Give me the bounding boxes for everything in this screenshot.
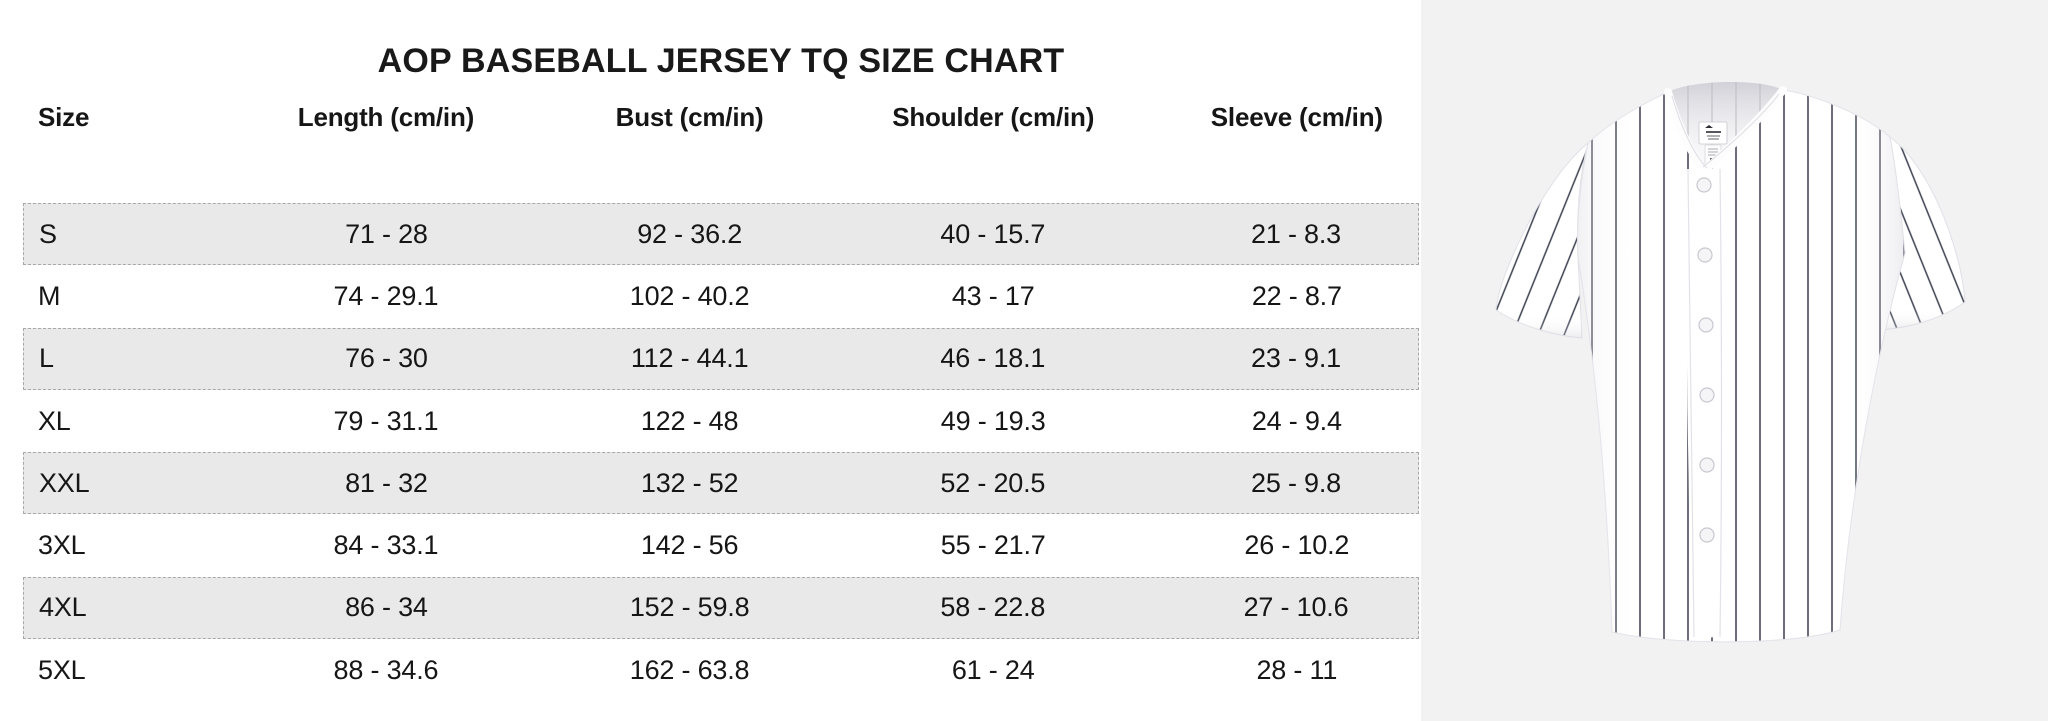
- cell-sleeve: 26 - 10.2: [1244, 530, 1350, 561]
- column-header-sleeve: Sleeve (cm/in): [1210, 101, 1383, 132]
- table-row: XXL 81 - 32 132 - 52 52 - 20.5 25 - 9.8: [23, 452, 1419, 515]
- cell-sleeve: 28 - 11: [1256, 654, 1338, 685]
- cell-sleeve: 22 - 8.7: [1251, 280, 1342, 311]
- cell-sleeve: 23 - 9.1: [1251, 343, 1341, 374]
- cell-bust: 92 - 36.2: [637, 218, 743, 249]
- cell-shoulder: 46 - 18.1: [940, 343, 1046, 374]
- cell-size: 3XL: [38, 530, 86, 561]
- cell-size: S: [39, 218, 57, 249]
- size-chart-body: S 71 - 28 92 - 36.2 40 - 15.7 21 - 8.3 M…: [23, 203, 1419, 702]
- cell-shoulder: 49 - 19.3: [940, 405, 1046, 436]
- size-chart-header-row: Size Length (cm/in) Bust (cm/in) Shoulde…: [23, 94, 1419, 140]
- column-header-size: Size: [38, 101, 90, 132]
- jersey-left-sleeve: [1495, 141, 1589, 339]
- page-title: AOP BASEBALL JERSEY TQ SIZE CHART: [377, 42, 1065, 80]
- cell-shoulder: 58 - 22.8: [940, 592, 1046, 623]
- cell-length: 84 - 33.1: [333, 530, 439, 561]
- cell-size: XXL: [39, 467, 90, 498]
- table-row: M 74 - 29.1 102 - 40.2 43 - 17 22 - 8.7: [23, 265, 1419, 328]
- jersey-placket: [1686, 168, 1724, 638]
- table-row: XL 79 - 31.1 122 - 48 49 - 19.3 24 - 9.4: [23, 389, 1419, 453]
- cell-sleeve: 21 - 8.3: [1251, 218, 1341, 249]
- jersey-product-image: [1495, 81, 1966, 643]
- table-row: S 71 - 28 92 - 36.2 40 - 15.7 21 - 8.3: [23, 203, 1419, 266]
- cell-length: 76 - 30: [345, 343, 428, 374]
- cell-sleeve: 27 - 10.6: [1243, 592, 1349, 623]
- cell-bust: 162 - 63.8: [629, 654, 750, 685]
- cell-length: 81 - 32: [345, 467, 428, 498]
- column-header-length: Length (cm/in): [297, 101, 475, 132]
- cell-shoulder: 40 - 15.7: [940, 218, 1046, 249]
- cell-length: 74 - 29.1: [333, 280, 439, 311]
- product-image-panel: [1421, 0, 2048, 721]
- cell-size: L: [39, 343, 54, 374]
- size-chart-section: AOP BASEBALL JERSEY TQ SIZE CHART Size L…: [23, 42, 1419, 702]
- cell-size: XL: [38, 405, 71, 436]
- cell-length: 79 - 31.1: [333, 405, 439, 436]
- cell-bust: 102 - 40.2: [629, 280, 750, 311]
- cell-sleeve: 25 - 9.8: [1251, 467, 1341, 498]
- jersey-torso: [1576, 89, 1906, 643]
- cell-bust: 142 - 56: [640, 530, 739, 561]
- cell-sleeve: 24 - 9.4: [1251, 405, 1342, 436]
- cell-length: 88 - 34.6: [333, 654, 439, 685]
- cell-length: 86 - 34: [345, 592, 428, 623]
- table-row: 3XL 84 - 33.1 142 - 56 55 - 21.7 26 - 10…: [23, 514, 1419, 577]
- table-row: 5XL 88 - 34.6 162 - 63.8 61 - 24 28 - 11: [23, 639, 1419, 702]
- cell-size: M: [38, 280, 61, 311]
- cell-shoulder: 52 - 20.5: [940, 467, 1046, 498]
- table-row: 4XL 86 - 34 152 - 59.8 58 - 22.8 27 - 10…: [23, 576, 1419, 640]
- cell-length: 71 - 28: [345, 218, 428, 249]
- cell-bust: 122 - 48: [640, 405, 739, 436]
- cell-shoulder: 61 - 24: [951, 654, 1035, 685]
- cell-bust: 152 - 59.8: [629, 592, 750, 623]
- cell-bust: 112 - 44.1: [630, 343, 749, 374]
- jersey-collar: [1664, 86, 1787, 174]
- column-header-bust: Bust (cm/in): [615, 101, 764, 132]
- column-header-shoulder: Shoulder (cm/in): [892, 101, 1095, 132]
- cell-bust: 132 - 52: [640, 467, 739, 498]
- cell-size: 5XL: [38, 654, 86, 685]
- table-row: L 76 - 30 112 - 44.1 46 - 18.1 23 - 9.1: [23, 327, 1419, 390]
- jersey-buttons: [1696, 177, 1715, 543]
- cell-shoulder: 43 - 17: [951, 280, 1035, 311]
- cell-shoulder: 55 - 21.7: [940, 530, 1046, 561]
- cell-size: 4XL: [39, 592, 87, 623]
- jersey-inner-neck: [1668, 81, 1783, 170]
